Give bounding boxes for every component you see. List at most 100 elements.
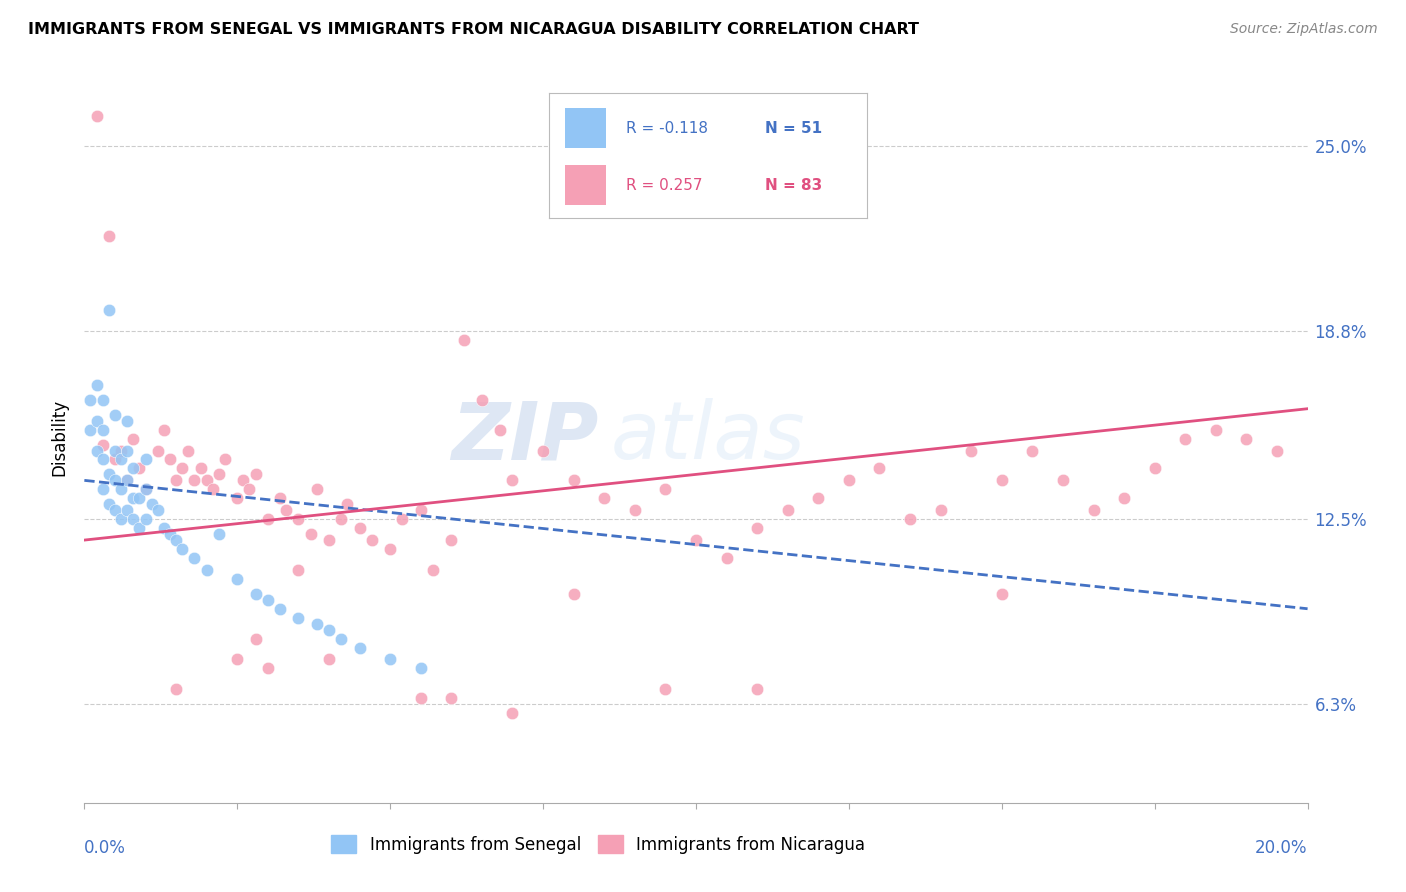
Point [349, 521, 371, 535]
Point [97, 497, 120, 511]
Point [747, 521, 769, 535]
Point [208, 467, 231, 482]
Point [1143, 461, 1166, 475]
Point [122, 491, 145, 506]
Point [153, 521, 176, 535]
Point [86, 414, 108, 428]
Point [201, 483, 224, 497]
Point [336, 497, 359, 511]
Point [624, 503, 647, 517]
Legend: Immigrants from Senegal, Immigrants from Nicaragua: Immigrants from Senegal, Immigrants from… [325, 829, 872, 860]
Point [165, 533, 187, 547]
Point [654, 483, 676, 497]
Point [159, 527, 181, 541]
Point [838, 474, 860, 488]
Point [245, 587, 267, 601]
Point [502, 474, 524, 488]
Point [776, 503, 799, 517]
Point [305, 616, 328, 631]
Point [226, 572, 249, 586]
Point [440, 691, 463, 706]
Point [991, 474, 1014, 488]
Point [190, 461, 212, 475]
Point [110, 443, 132, 458]
Point [1021, 443, 1043, 458]
Point [747, 682, 769, 697]
Point [502, 706, 524, 721]
Text: IMMIGRANTS FROM SENEGAL VS IMMIGRANTS FROM NICARAGUA DISABILITY CORRELATION CHAR: IMMIGRANTS FROM SENEGAL VS IMMIGRANTS FR… [28, 22, 920, 37]
Point [195, 563, 218, 577]
Point [330, 632, 353, 646]
Point [991, 587, 1014, 601]
Point [409, 691, 432, 706]
Point [183, 551, 205, 566]
Point [1265, 443, 1288, 458]
Point [562, 474, 585, 488]
Point [1052, 474, 1074, 488]
Point [91, 483, 114, 497]
Point [165, 474, 187, 488]
Text: 0.0%: 0.0% [84, 838, 127, 856]
Point [929, 503, 952, 517]
Point [86, 443, 108, 458]
Point [269, 491, 291, 506]
Point [422, 563, 444, 577]
Point [135, 483, 157, 497]
Point [104, 408, 127, 422]
Point [453, 333, 475, 347]
Point [104, 443, 127, 458]
Point [110, 512, 132, 526]
Point [141, 497, 163, 511]
Point [287, 512, 309, 526]
Point [898, 512, 921, 526]
Point [79, 423, 101, 437]
Point [135, 512, 157, 526]
Point [807, 491, 830, 506]
Point [79, 392, 101, 407]
Point [91, 437, 114, 451]
Point [115, 414, 138, 428]
Point [257, 512, 280, 526]
Text: Source: ZipAtlas.com: Source: ZipAtlas.com [1230, 22, 1378, 37]
Point [440, 533, 463, 547]
Point [122, 432, 145, 446]
Point [135, 452, 157, 467]
Point [86, 377, 108, 392]
Point [91, 423, 114, 437]
Point [122, 461, 145, 475]
Point [245, 467, 267, 482]
Point [318, 652, 340, 666]
Point [135, 483, 157, 497]
Point [531, 443, 554, 458]
Point [318, 533, 340, 547]
Point [869, 461, 891, 475]
Point [287, 563, 309, 577]
Point [115, 443, 138, 458]
Point [97, 303, 120, 318]
Y-axis label: Disability: Disability [51, 399, 69, 475]
Text: 20.0%: 20.0% [1256, 838, 1308, 856]
Point [380, 652, 402, 666]
Point [1205, 423, 1227, 437]
Point [1174, 432, 1197, 446]
Point [471, 392, 494, 407]
Point [97, 467, 120, 482]
Point [489, 423, 512, 437]
Point [183, 474, 205, 488]
Point [146, 503, 169, 517]
Point [269, 601, 291, 615]
Point [1236, 432, 1258, 446]
Text: ZIP: ZIP [451, 398, 598, 476]
Point [226, 652, 249, 666]
Point [299, 527, 322, 541]
Point [97, 228, 120, 243]
Point [960, 443, 983, 458]
Text: atlas: atlas [610, 398, 806, 476]
Point [349, 640, 371, 655]
Point [115, 474, 138, 488]
Point [104, 452, 127, 467]
Point [305, 483, 328, 497]
Point [654, 682, 676, 697]
Point [360, 533, 382, 547]
Point [1083, 503, 1105, 517]
